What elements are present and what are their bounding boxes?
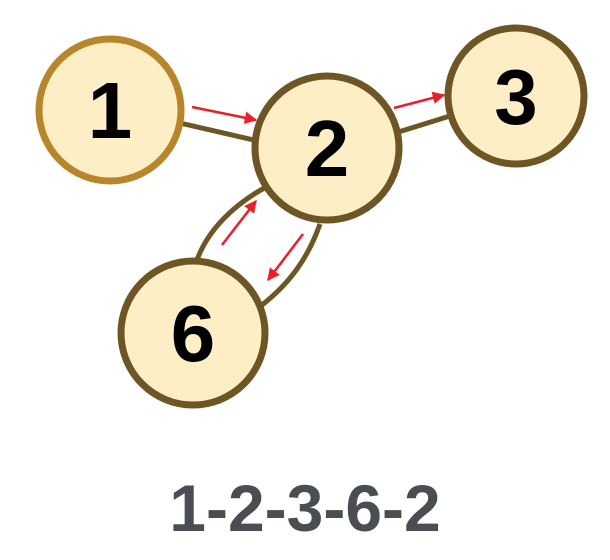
arrow-6-to-2 xyxy=(221,200,257,246)
arrow-1-to-2 xyxy=(191,105,258,124)
node-6-label: 6 xyxy=(171,289,216,378)
arrow-2-to-3 xyxy=(393,91,446,110)
edge-2-6-left xyxy=(194,183,270,261)
arrow-2-to-6 xyxy=(267,233,304,281)
edge-6-2-right xyxy=(260,223,323,307)
node-1: 1 xyxy=(35,35,185,185)
edge-2-3 xyxy=(391,113,451,137)
node-2: 2 xyxy=(251,72,403,224)
node-2-label: 2 xyxy=(305,104,350,193)
node-3-label: 3 xyxy=(494,53,537,141)
node-6: 6 xyxy=(117,257,269,409)
edge-1-2 xyxy=(179,120,259,144)
traversal-caption: 1-2-3-6-2 xyxy=(169,471,441,545)
node-3: 3 xyxy=(444,24,588,168)
node-1-label: 1 xyxy=(88,66,133,155)
